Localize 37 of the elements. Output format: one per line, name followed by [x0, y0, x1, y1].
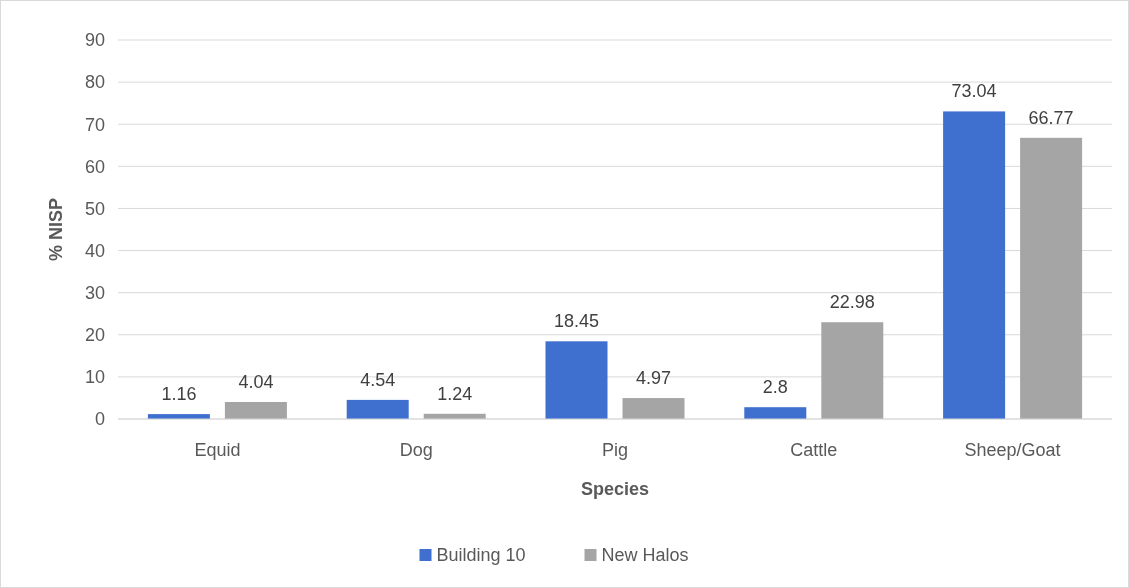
x-tick-label: Equid: [194, 440, 241, 460]
x-tick-label: Dog: [399, 440, 433, 460]
data-label: 22.98: [829, 292, 875, 313]
y-tick-label: 80: [84, 72, 105, 93]
x-axis-title: Species: [580, 479, 650, 499]
data-label: 4.97: [635, 368, 672, 389]
y-tick-label: 60: [84, 156, 105, 177]
y-tick-label: 0: [94, 409, 105, 430]
data-label: 2.8: [762, 377, 788, 398]
data-label: 18.45: [553, 311, 600, 332]
y-tick-label: 10: [84, 367, 105, 388]
y-tick-label: 30: [84, 282, 105, 303]
bar: [622, 398, 685, 419]
y-tick-label: 40: [84, 240, 105, 261]
bar: [346, 399, 409, 419]
y-tick-label: 90: [84, 30, 105, 51]
y-tick-label: 50: [84, 198, 105, 219]
data-label: 1.24: [437, 383, 473, 404]
x-tick-label: Cattle: [790, 440, 838, 460]
data-label: 4.04: [238, 371, 274, 392]
bar: [1020, 137, 1083, 419]
bar: [224, 401, 287, 419]
bar: [821, 322, 884, 419]
x-tick-label: Pig: [601, 440, 629, 460]
legend-label: Building 10: [436, 545, 526, 566]
data-label: 73.04: [951, 81, 997, 102]
data-label: 1.16: [161, 384, 197, 405]
x-tick-label: Sheep/Goat: [964, 440, 1061, 460]
bar: [744, 407, 807, 419]
bar: [545, 341, 608, 419]
y-tick-label: 70: [84, 114, 105, 135]
data-label: 66.77: [1028, 107, 1074, 128]
y-tick-label: 20: [84, 325, 105, 346]
y-axis-title: % NISP: [46, 197, 66, 262]
bar: [943, 111, 1006, 419]
data-label: 4.54: [360, 369, 396, 390]
legend-label: New Halos: [601, 545, 689, 566]
